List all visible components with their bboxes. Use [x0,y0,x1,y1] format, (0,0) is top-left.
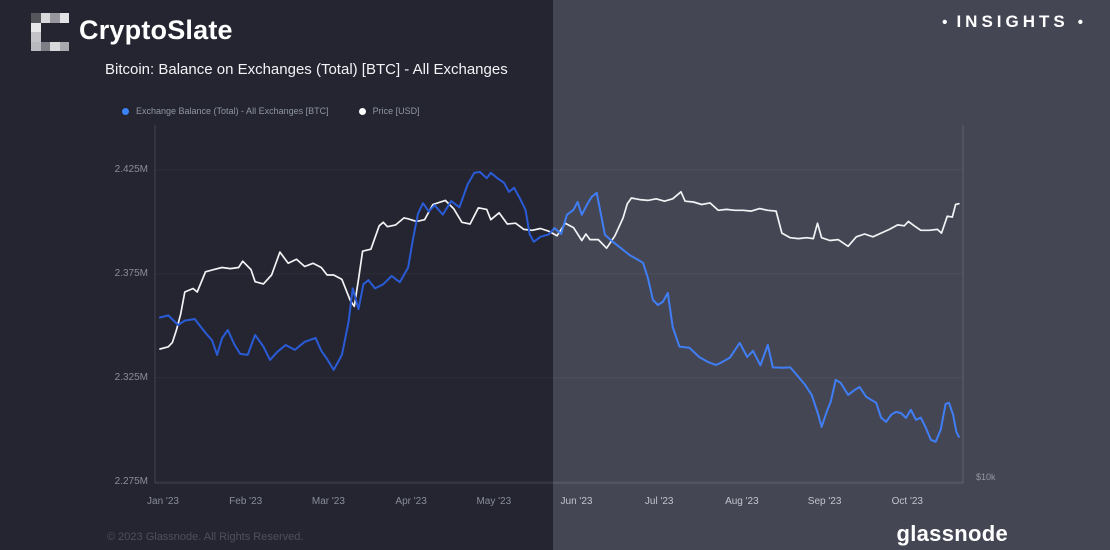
x-axis-tick: Jul '23 [644,496,674,507]
x-axis-tick: Mar '23 [311,496,345,507]
x-axis-tick: Oct '23 [891,496,923,507]
brand-name: CryptoSlate [79,15,233,45]
cryptoslate-logo-icon [31,13,69,51]
insights-label: INSIGHTS [956,12,1069,31]
y-axis-tick: 2.375M [114,267,148,279]
legend-label-price: Price [USD] [372,106,420,116]
background-dark-panel [0,0,553,550]
x-axis-tick: Apr '23 [395,496,427,507]
y-axis-tick: 2.275M [114,475,148,487]
right-axis-tick-label: $10k [976,471,996,482]
balance-series-dot-icon [122,107,129,115]
insights-badge: • INSIGHTS • [942,12,1083,32]
y-axis-tick: 2.325M [114,371,148,383]
x-axis-tick: Aug '23 [725,496,759,507]
x-axis-tick: Jun '23 [560,496,593,507]
background-light-panel [553,0,1110,550]
bullet-icon: • [942,13,948,31]
legend-item-price: Price [USD] [358,106,420,116]
page-title: Bitcoin: Balance on Exchanges (Total) [B… [105,61,508,78]
legend-item-balance: Exchange Balance (Total) - All Exchanges… [122,106,329,116]
y-axis-tick: 2.425M [114,163,148,175]
x-axis-tick: Sep '23 [807,496,842,507]
copyright-text: © 2023 Glassnode. All Rights Reserved. [107,531,304,543]
x-axis-tick: Jan '23 [147,496,179,507]
glassnode-wordmark: glassnode [896,521,1008,546]
bullet-icon: • [1077,13,1083,31]
legend-label-balance: Exchange Balance (Total) - All Exchanges… [136,106,329,116]
x-axis-tick: Feb '23 [229,496,263,507]
chart-legend: Exchange Balance (Total) - All Exchanges… [122,106,420,116]
price-series-dot-icon [358,107,366,115]
x-axis-tick: May '23 [476,496,512,507]
